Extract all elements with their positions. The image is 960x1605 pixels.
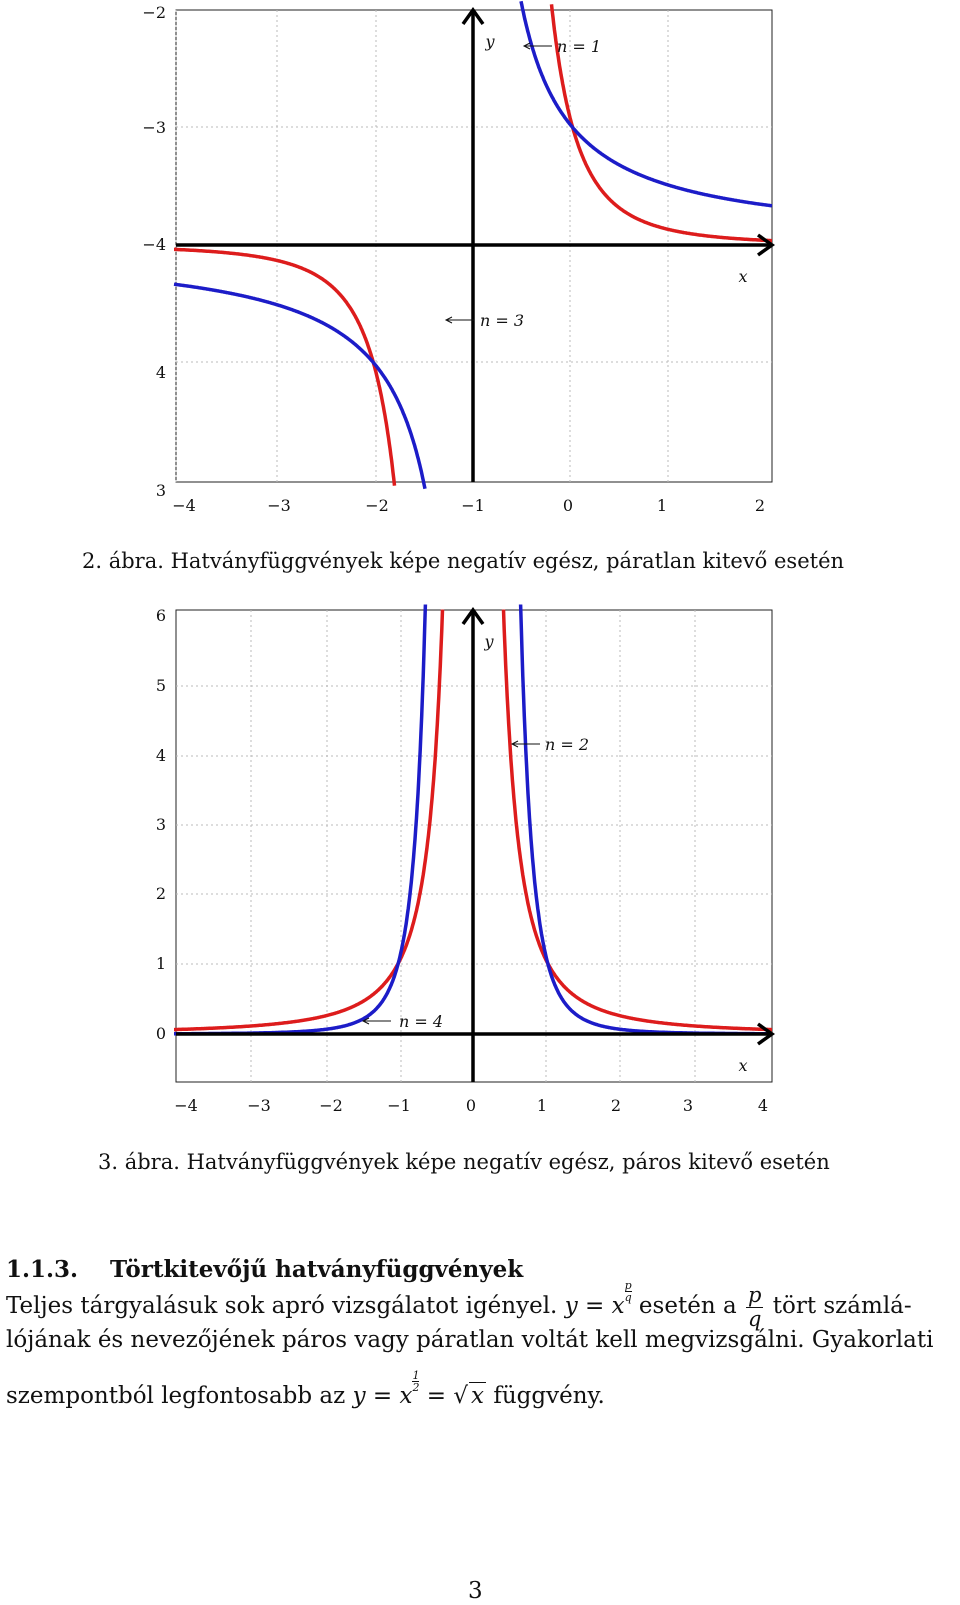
section-number: 1.1.3. (6, 1256, 79, 1283)
y-tick-label: 6 (156, 606, 166, 625)
series-line-blue (518, 604, 772, 1036)
y-tick-label: 1 (156, 954, 166, 973)
y-axis-arrow (461, 6, 485, 26)
axes (176, 6, 776, 482)
x-tick-label: 3 (683, 1096, 693, 1115)
math-var: x (611, 1293, 625, 1319)
tick-labels: −4 −3 −2 −1 0 1 2 −2 −3 −4 4 3 x y (142, 3, 765, 515)
annotation-arrowhead (444, 316, 453, 324)
x-axis-arrow (756, 1022, 776, 1046)
text-run: esetén a (631, 1293, 744, 1319)
text-run: szempontból legfontosabb az (6, 1383, 353, 1409)
x-tick-label: 0 (466, 1096, 476, 1115)
annotation-arrowhead (361, 1017, 370, 1025)
y-tick-label: 4 (156, 363, 166, 382)
x-tick-label: 1 (537, 1096, 547, 1115)
y-axis-arrow (461, 606, 485, 626)
series-annotation-label: n = 2 (545, 735, 589, 754)
tick-labels: −4 −3 −2 −1 0 1 2 3 4 6 5 4 3 2 1 0 x y (156, 606, 768, 1115)
x-axis-label: x (738, 267, 747, 286)
page-number: 3 (468, 1578, 483, 1604)
series-line-red (174, 247, 397, 486)
y-tick-label: −3 (142, 118, 166, 137)
x-tick-label: 4 (758, 1096, 768, 1115)
figure-2-chart: −4 −3 −2 −1 0 1 2 −2 −3 −4 4 3 x y n = 1 n = 3 (142, 0, 776, 515)
x-tick-label: 2 (755, 496, 765, 515)
x-axis-label: x (738, 1056, 747, 1075)
annotations: n = 2 n = 4 (361, 735, 589, 1031)
paragraph-line-2: lójának és nevezőjének páros vagy páratl… (6, 1327, 934, 1353)
annotation-arrowhead (522, 42, 531, 50)
x-tick-label: 0 (563, 496, 573, 515)
x-tick-label: 1 (657, 496, 667, 515)
math-var: y (352, 1383, 366, 1409)
x-tick-label: −4 (174, 1096, 198, 1115)
y-axis-label: y (484, 32, 495, 51)
math-op: = (365, 1383, 400, 1409)
y-tick-label: −4 (142, 235, 166, 254)
math-op: = (419, 1383, 454, 1409)
series-annotation-label: n = 3 (480, 311, 524, 330)
series-line-red (174, 609, 445, 1032)
math-var: y (564, 1293, 578, 1319)
figure-3-caption: 3. ábra. Hatványfüggvények képe negatív … (98, 1150, 830, 1174)
series-line-red (549, 4, 772, 243)
y-tick-label: 3 (156, 815, 166, 834)
series-annotation-label: n = 4 (399, 1012, 443, 1031)
x-tick-label: −1 (387, 1096, 411, 1115)
x-tick-label: −2 (319, 1096, 343, 1115)
math-var: x (399, 1383, 413, 1409)
x-tick-label: −2 (365, 496, 389, 515)
y-tick-label: 3 (156, 481, 166, 500)
y-axis-label: y (483, 632, 494, 651)
series-line-red (501, 609, 772, 1032)
y-tick-label: 5 (156, 676, 166, 695)
x-tick-label: −1 (461, 496, 485, 515)
sqrt-radicand: x (469, 1382, 487, 1409)
annotations: n = 1 n = 3 (444, 37, 601, 330)
series-line-blue (173, 282, 427, 490)
series-line-blue (174, 604, 428, 1036)
y-tick-label: 4 (156, 746, 166, 765)
figure-2-caption: 2. ábra. Hatványfüggvények képe negatív … (82, 549, 845, 573)
y-tick-label: 2 (156, 884, 166, 903)
y-tick-label: −2 (142, 3, 166, 22)
text-run: Teljes tárgyalásuk sok apró vizsgálatot … (6, 1293, 558, 1319)
paragraph-line-1: Teljes tárgyalásuk sok apró vizsgálatot … (6, 1280, 912, 1330)
series-line-blue (519, 0, 773, 208)
x-tick-label: −3 (267, 496, 291, 515)
text-run: tört számlá- (765, 1293, 912, 1319)
annotation-arrowhead (510, 740, 519, 748)
curves (173, 0, 773, 490)
section-heading: 1.1.3. Törtkitevőjű hatványfüggvények (6, 1256, 523, 1283)
section-title: Törtkitevőjű hatványfüggvények (110, 1256, 524, 1283)
figure-3-chart: −4 −3 −2 −1 0 1 2 3 4 6 5 4 3 2 1 0 x y n = 2 n = 4 (156, 604, 776, 1115)
x-axis-arrow (756, 233, 776, 257)
y-tick-label: 0 (156, 1024, 166, 1043)
x-tick-label: 2 (611, 1096, 621, 1115)
math-op: = (577, 1293, 612, 1319)
x-tick-label: −3 (247, 1096, 271, 1115)
x-tick-label: −4 (172, 496, 196, 515)
text-run: függvény. (486, 1383, 605, 1409)
axes (176, 606, 776, 1082)
series-annotation-label: n = 1 (557, 37, 601, 56)
